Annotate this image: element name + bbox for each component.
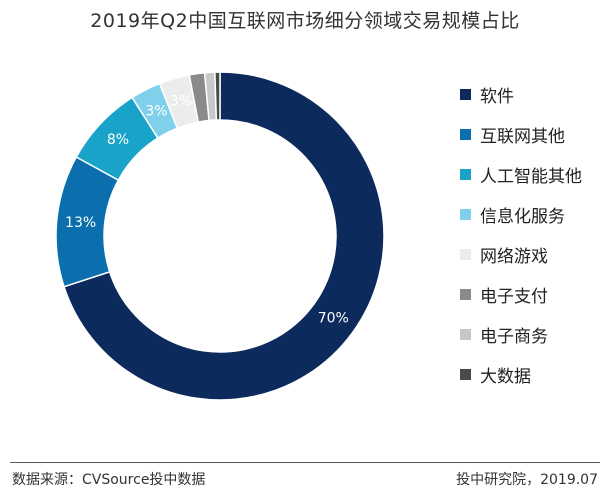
footer-divider	[10, 462, 600, 463]
donut-chart: 70% 13% 8% 3%3%	[55, 71, 385, 401]
legend-swatch	[460, 168, 471, 180]
slice-data-label: 3%	[170, 94, 192, 110]
legend-swatch	[460, 128, 471, 140]
chart-legend: 软件 互联网其他 人工智能其他 信息化服务 网络游戏 电子支付 电子商务 大数据	[460, 74, 582, 394]
legend-item-software[interactable]: 软件	[460, 74, 582, 114]
legend-item-internet-other[interactable]: 互联网其他	[460, 114, 582, 154]
legend-label: 电子支付	[480, 286, 548, 307]
legend-swatch	[460, 328, 471, 340]
legend-item-it-services[interactable]: 信息化服务	[460, 194, 582, 234]
slice-data-label: 13%	[65, 215, 96, 231]
legend-label: 大数据	[480, 366, 531, 387]
legend-swatch	[460, 368, 471, 380]
legend-swatch	[460, 288, 471, 300]
donut-slice	[214, 71, 221, 121]
legend-label: 互联网其他	[480, 126, 565, 147]
slice-data-label: 70%	[318, 310, 349, 326]
legend-label: 人工智能其他	[480, 166, 582, 187]
legend-swatch	[460, 248, 471, 260]
legend-item-big-data[interactable]: 大数据	[460, 354, 582, 394]
legend-item-e-payment[interactable]: 电子支付	[460, 274, 582, 314]
slice-data-label: 3%	[145, 103, 167, 119]
donut-slice	[63, 71, 385, 401]
slice-data-label: 8%	[107, 132, 129, 148]
legend-item-online-games[interactable]: 网络游戏	[460, 234, 582, 274]
legend-swatch	[460, 208, 471, 220]
chart-title: 2019年Q2中国互联网市场细分领域交易规模占比	[90, 10, 520, 32]
legend-item-ai-other[interactable]: 人工智能其他	[460, 154, 582, 194]
data-source-note: 数据来源：CVSource投中数据	[12, 472, 206, 488]
legend-swatch	[460, 88, 471, 100]
legend-label: 软件	[480, 86, 514, 107]
legend-item-e-commerce[interactable]: 电子商务	[460, 314, 582, 354]
legend-label: 电子商务	[480, 326, 548, 347]
publisher-credit: 投中研究院，2019.07	[456, 472, 598, 488]
legend-label: 信息化服务	[480, 206, 565, 227]
legend-label: 网络游戏	[480, 246, 548, 267]
